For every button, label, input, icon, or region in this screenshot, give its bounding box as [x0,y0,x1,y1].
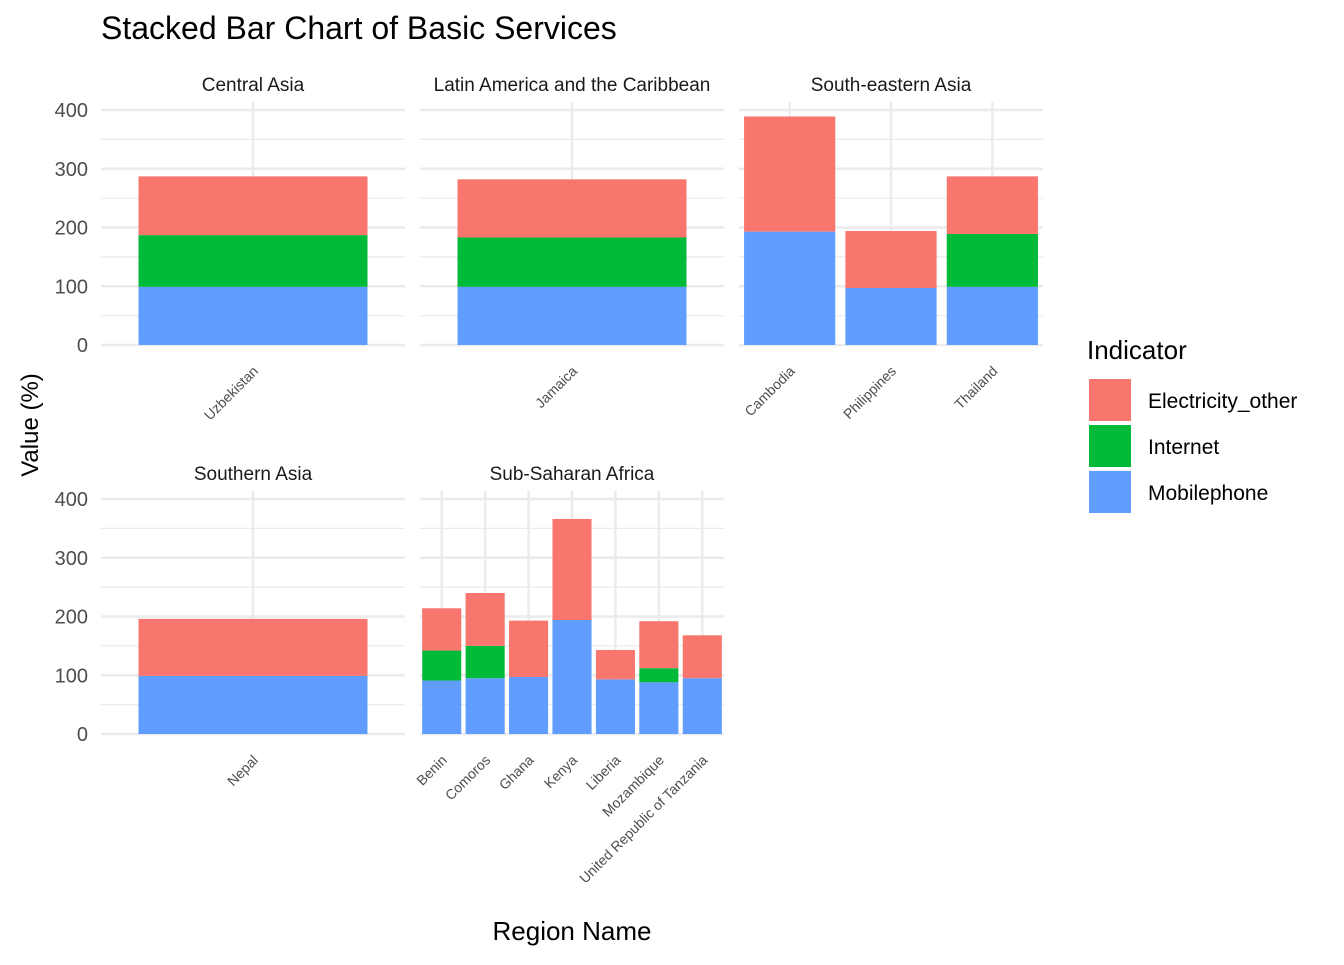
bar-segment-mobilephone [465,678,505,734]
bar-segment-mobilephone [457,286,687,345]
legend-label: Electricity_other [1148,390,1297,413]
bar-segment-electricity-other [946,176,1038,234]
bar-segment-electricity-other [682,635,722,679]
bar-segment-electricity-other [595,649,635,680]
bar-segment-electricity-other [744,116,836,232]
y-tick-label: 100 [55,276,88,298]
x-tick-label: Nepal [224,752,261,789]
x-tick-label: Kenya [541,752,581,792]
bar-segment-electricity-other [422,608,462,651]
y-tick-label: 200 [55,218,88,240]
bar-segment-internet [946,233,1038,287]
facet-label: Latin America and the Caribbean [434,75,711,96]
legend-label: Mobilephone [1148,482,1268,505]
bar-segment-mobilephone [682,678,722,734]
bar-segment-mobilephone [138,675,368,734]
x-tick-label: Benin [413,752,450,789]
bar-segment-mobilephone [552,620,592,734]
bar-segment-electricity-other [845,231,937,289]
legend-key-mobilephone [1089,471,1131,513]
bar-segment-mobilephone [639,682,679,734]
bar-segment-electricity-other [509,620,549,678]
x-tick-label: Jamaica [532,363,580,411]
facet-label: Sub-Saharan Africa [490,464,655,485]
bar-segment-mobilephone [509,677,549,734]
bar-segment-mobilephone [422,680,462,734]
facet-label: Central Asia [202,75,305,96]
y-tick-label: 400 [55,489,88,511]
bar-segment-electricity-other [138,176,368,236]
bar-segment-electricity-other [465,593,505,646]
legend-key-internet [1089,425,1131,467]
x-tick-label: Thailand [951,363,1000,412]
x-tick-label: Liberia [583,752,624,793]
legend-title: Indicator [1087,335,1187,365]
bar-segment-electricity-other [457,179,687,238]
chart-title: Stacked Bar Chart of Basic Services [101,10,617,46]
bar-segment-mobilephone [946,286,1038,345]
y-tick-label: 400 [55,100,88,122]
y-tick-label: 100 [55,665,88,687]
bar-segment-electricity-other [639,621,679,669]
y-tick-label: 0 [77,335,88,357]
bar-segment-electricity-other [138,618,368,676]
y-tick-label: 0 [77,724,88,746]
bar-segment-mobilephone [595,679,635,734]
bar-segment-internet [457,237,687,287]
legend-label: Internet [1148,436,1219,459]
bar-segment-mobilephone [138,286,368,345]
bar-segment-internet [465,645,505,679]
y-tick-label: 300 [55,159,88,181]
legend: Electricity_other Internet Mobilephone [1089,379,1297,513]
x-tick-label: Comoros [442,752,493,803]
facet-label: South-eastern Asia [811,75,972,96]
plot-layer: Central Asia Uzbekistan 0 100 200 300 400 Latin… [55,75,1043,886]
y-tick-label: 200 [55,607,88,629]
bar-segment-internet [639,668,679,683]
legend-key-electricity-other [1089,379,1131,421]
bar-segment-mobilephone [845,288,937,345]
x-tick-label: Ghana [496,752,537,793]
y-tick-label: 300 [55,548,88,570]
x-tick-label: Uzbekistan [201,363,261,423]
x-tick-label: Cambodia [741,363,798,420]
bar-segment-mobilephone [744,231,836,345]
bar-segment-electricity-other [552,518,592,621]
x-tick-label: Philippines [840,363,899,422]
bar-segment-internet [422,650,462,681]
facet-label: Southern Asia [194,464,313,485]
x-axis-label: Region Name [493,916,652,946]
bar-segment-internet [138,235,368,287]
y-axis-label: Value (%) [17,373,44,477]
